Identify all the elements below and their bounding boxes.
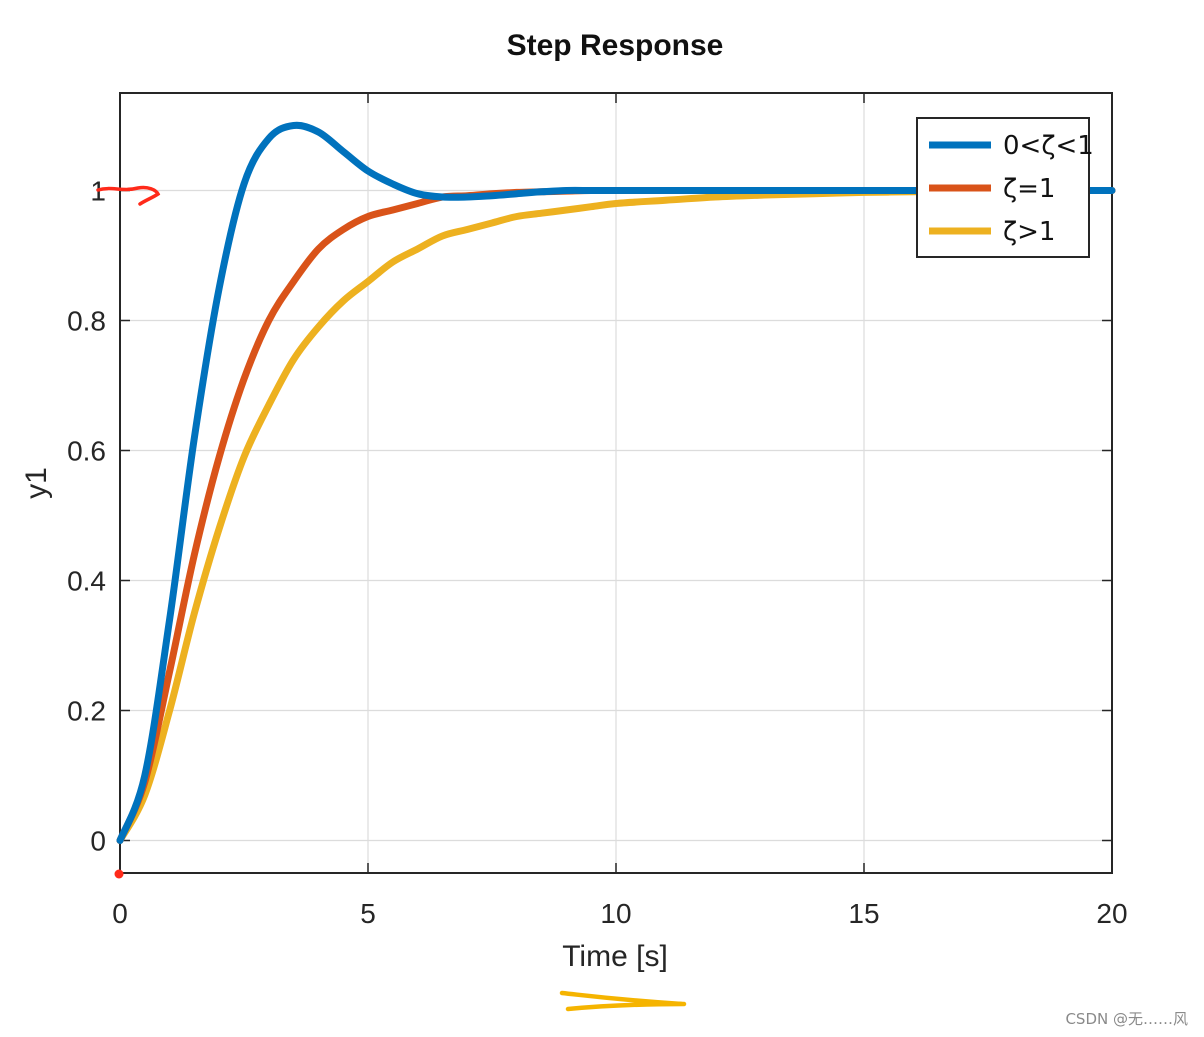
legend: 0<ζ<1 ζ=1 ζ>1 (916, 117, 1094, 258)
y-tick-label: 0 (90, 826, 106, 857)
y-tick-label: 0.8 (67, 306, 106, 337)
series-layer (116, 121, 1116, 844)
x-axis-label: Time [s] (562, 940, 668, 973)
y-tick-label: 0.6 (67, 436, 106, 467)
x-tick-label: 10 (600, 898, 631, 929)
legend-label-2: ζ>1 (1003, 217, 1055, 247)
red-origin-dot (114, 869, 124, 879)
x-tick-label: 20 (1096, 898, 1127, 929)
legend-label-0: 0<ζ<1 (1003, 131, 1094, 161)
chart-title: Step Response (507, 29, 724, 62)
y-axis-label: y1 (20, 467, 53, 499)
watermark: CSDN @无……风 (1065, 1010, 1188, 1028)
y-tick-label: 0.4 (67, 566, 106, 597)
y-tick-label: 0.2 (67, 696, 106, 727)
x-tick-label: 0 (112, 898, 128, 929)
legend-label-1: ζ=1 (1003, 174, 1055, 204)
x-tick-label: 15 (848, 898, 879, 929)
legend-items: 0<ζ<1 ζ=1 ζ>1 (929, 131, 1094, 247)
series-line-0 (116, 121, 1116, 844)
x-tick-label: 5 (360, 898, 376, 929)
red-arrow-annotation (96, 185, 161, 206)
yellow-arrow-annotation (559, 990, 687, 1012)
